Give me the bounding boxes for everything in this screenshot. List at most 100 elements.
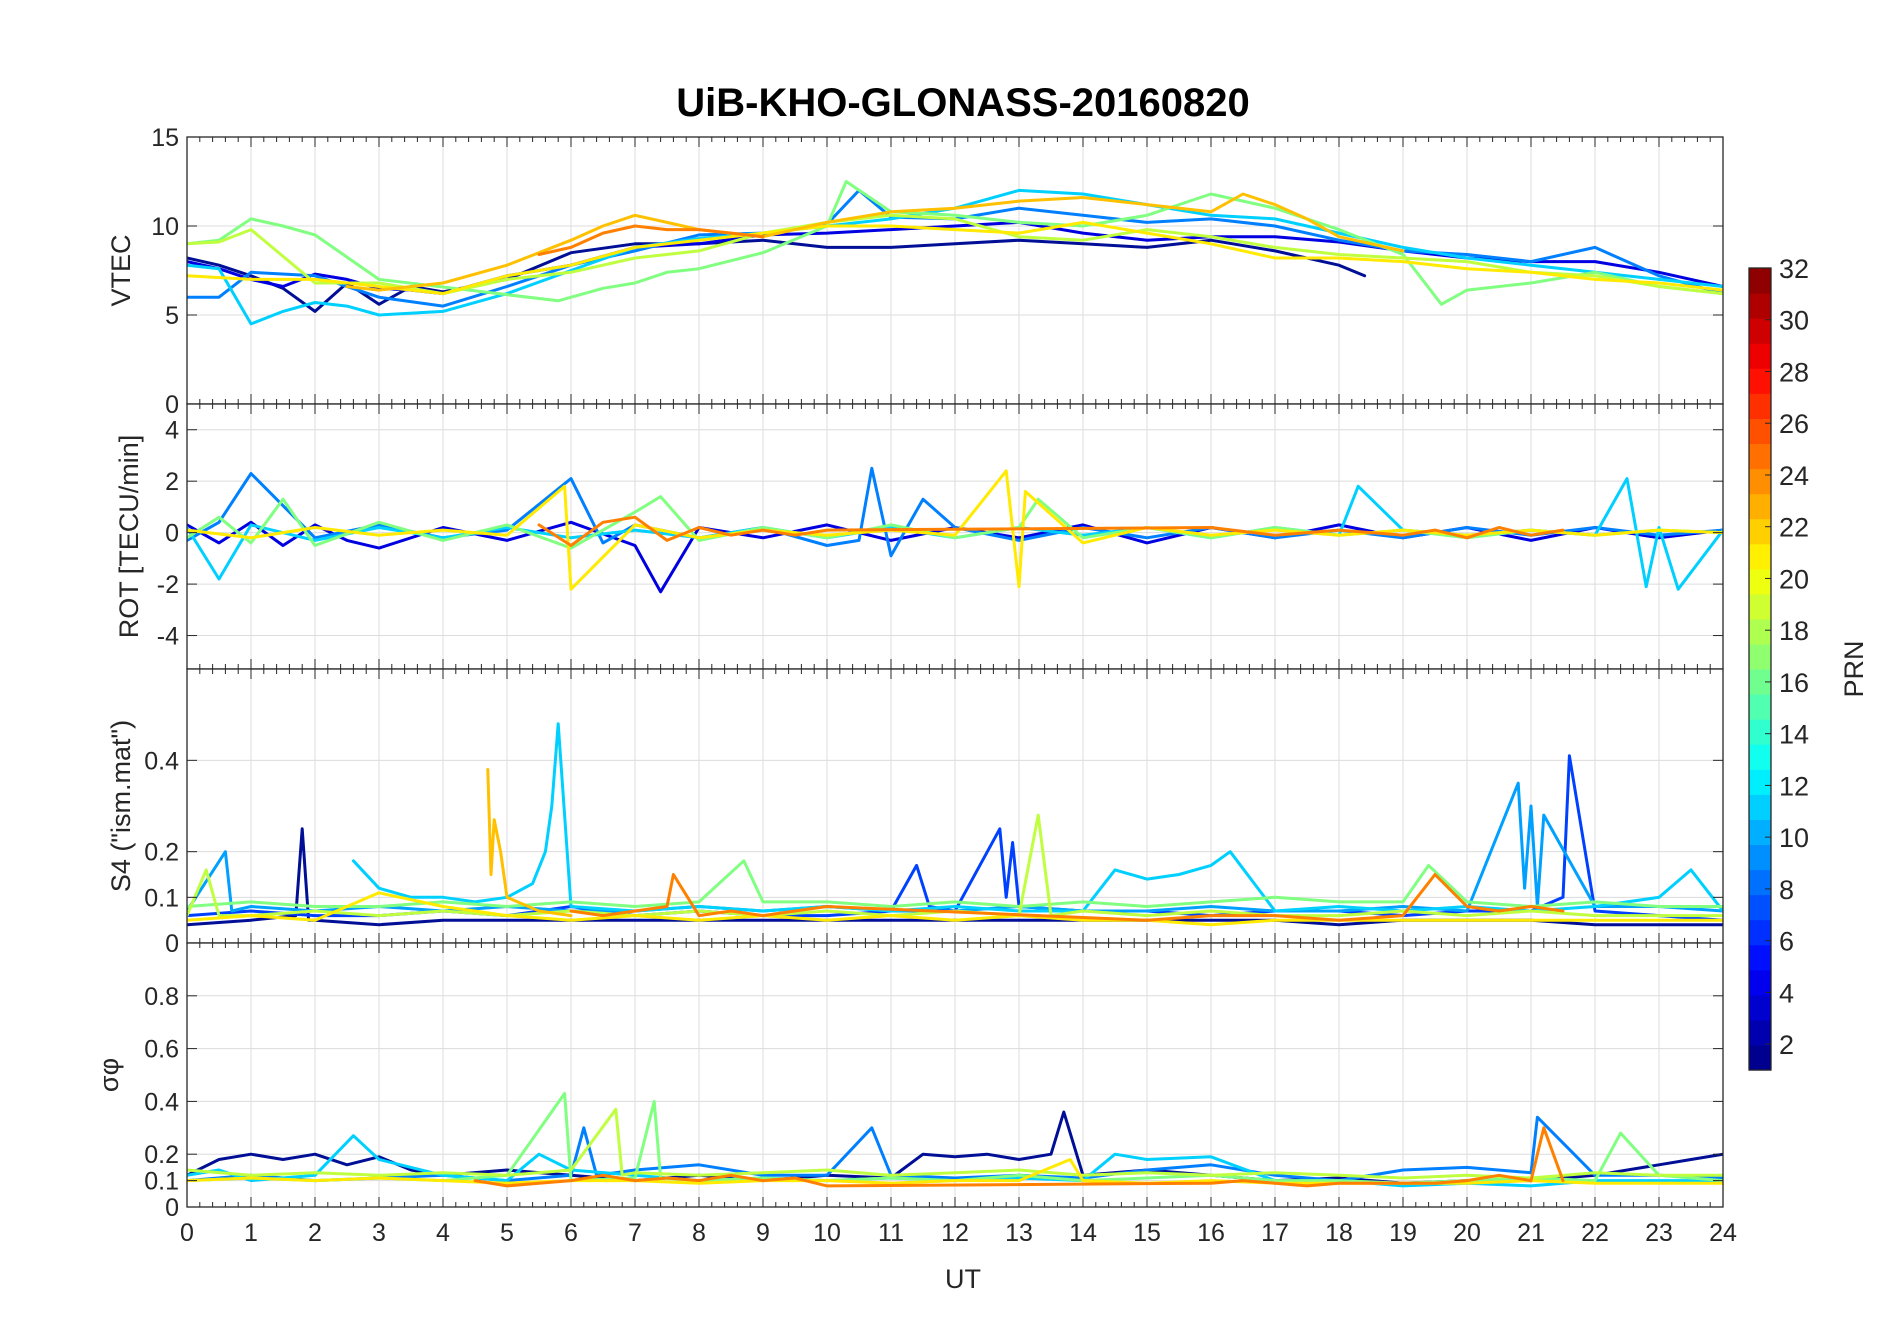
colorbar-segment [1749, 669, 1771, 695]
series-line-prn-12 [351, 722, 1723, 913]
colorbar-label: PRN [1839, 640, 1869, 697]
colorbar-segment [1749, 418, 1771, 445]
x-tick-label: 2 [308, 1219, 322, 1247]
colorbar-segment [1749, 343, 1771, 369]
colorbar-segment [1749, 468, 1771, 495]
x-tick-label: 6 [564, 1219, 578, 1247]
colorbar-segment [1749, 568, 1771, 595]
y-tick-label: 0.2 [144, 839, 179, 867]
y-tick-label: 0 [165, 520, 179, 548]
y-tick-label: 0 [165, 391, 179, 419]
colorbar-tick-label: 4 [1779, 978, 1794, 1008]
y-tick-label: -4 [157, 623, 179, 651]
colorbar-segment [1749, 694, 1771, 720]
colorbar-segment [1749, 593, 1771, 620]
series-line-prn-24 [473, 1126, 1565, 1188]
colorbar-segment [1749, 368, 1771, 394]
colorbar-segment [1749, 618, 1771, 645]
colorbar-segment [1749, 393, 1771, 419]
colorbar-tick-label: 20 [1779, 564, 1809, 594]
y-tick-label: 10 [151, 213, 179, 241]
colorbar-box [1748, 267, 1772, 1071]
panel-rot: -4 -2 0 2 4 ROT [TECU/min] [114, 403, 1724, 670]
colorbar-tick-label: 6 [1779, 927, 1794, 957]
y-axis-label-sigma_phi: σφ [94, 1058, 124, 1092]
series-line-prn-24 [569, 873, 1565, 922]
y-tick-label: 0.1 [144, 884, 179, 912]
x-tick-label: 8 [692, 1219, 706, 1247]
colorbar-segment [1749, 944, 1771, 971]
colorbar-segment [1749, 794, 1771, 820]
colorbar-segment [1749, 969, 1771, 996]
x-tick-label: 18 [1325, 1219, 1353, 1247]
y-axis-label-rot: ROT [TECU/min] [114, 435, 144, 639]
colorbar-segment [1749, 543, 1771, 570]
colorbar-tick-label: 30 [1779, 306, 1809, 336]
colorbar-segment [1749, 769, 1771, 795]
colorbar-segment [1749, 1019, 1771, 1046]
y-tick-label: 0.8 [144, 983, 179, 1011]
x-tick-label: 19 [1389, 1219, 1417, 1247]
colorbar-tick-label: 10 [1779, 823, 1809, 853]
x-tick-label: 9 [756, 1219, 770, 1247]
series-line-prn-22 [486, 768, 573, 918]
series-line-prn-24 [537, 224, 765, 256]
series-group [187, 466, 1723, 594]
x-tick-label: 17 [1261, 1219, 1289, 1247]
x-tick-label: 7 [628, 1219, 642, 1247]
series-group [187, 1092, 1723, 1188]
colorbar-tick-label: 8 [1779, 875, 1794, 905]
colorbar-tick-label: 18 [1779, 616, 1809, 646]
series-line-prn-20 [187, 220, 1723, 296]
series-line-prn-20 [187, 891, 1723, 927]
y-tick-label: 0.1 [144, 1168, 179, 1196]
series-line-prn-12 [187, 188, 1723, 326]
colorbar-segment [1749, 844, 1771, 871]
colorbar-segment [1749, 919, 1771, 946]
colorbar-segment [1749, 719, 1771, 745]
series-group [187, 722, 1723, 927]
series-line-prn-18 [187, 213, 1723, 296]
y-tick-label: 0.4 [144, 1088, 179, 1116]
colorbar-segment [1749, 318, 1771, 344]
series-line-prn-18 [187, 1107, 1723, 1180]
x-tick-label: 1 [244, 1219, 258, 1247]
colorbar-tick-label: 28 [1779, 357, 1809, 387]
x-tick-label: 5 [500, 1219, 514, 1247]
x-tick-label: 23 [1645, 1219, 1673, 1247]
colorbar-segment [1749, 268, 1771, 294]
colorbar-segment [1749, 894, 1771, 921]
series-line-prn-20 [187, 469, 1723, 591]
colorbar-segment [1749, 744, 1771, 770]
colorbar-segment [1749, 994, 1771, 1021]
x-tick-label: 11 [878, 1219, 904, 1247]
x-tick-label: 12 [941, 1219, 969, 1247]
panel-sigma_phi: 00.10.2 0.4 0.6 0.8 σφ [94, 942, 1724, 1222]
x-tick-label: 20 [1453, 1219, 1481, 1247]
series-line-prn-20 [187, 1158, 1723, 1185]
y-tick-label: 2 [165, 468, 179, 496]
colorbar-tick-label: 32 [1779, 254, 1809, 284]
panel-s4: 0 0.1 0.2 0.4 S4 ("ism.mat") [106, 668, 1724, 958]
panel-vtec: 0 5 10 15 VTEC [106, 124, 1724, 419]
colorbar-tick-label: 16 [1779, 668, 1809, 698]
y-axis-label-s4: S4 ("ism.mat") [106, 720, 136, 892]
series-line-prn-16 [187, 859, 1723, 908]
y-tick-label: 0 [165, 930, 179, 958]
colorbar-tick-label: 2 [1779, 1030, 1794, 1060]
colorbar-segment [1749, 869, 1771, 896]
x-tick-label: 21 [1517, 1219, 1545, 1247]
colorbar-segment [1749, 819, 1771, 846]
y-tick-label: 0.6 [144, 1036, 179, 1064]
y-tick-label: 0.2 [144, 1141, 179, 1169]
series-line-prn-22 [345, 192, 1405, 292]
x-tick-label: 16 [1197, 1219, 1225, 1247]
series-group [187, 180, 1723, 326]
y-tick-label: 0 [165, 1194, 179, 1222]
x-tick-label: 0 [180, 1219, 194, 1247]
y-axis-label-vtec: VTEC [106, 234, 136, 306]
y-tick-label: 15 [151, 124, 179, 152]
